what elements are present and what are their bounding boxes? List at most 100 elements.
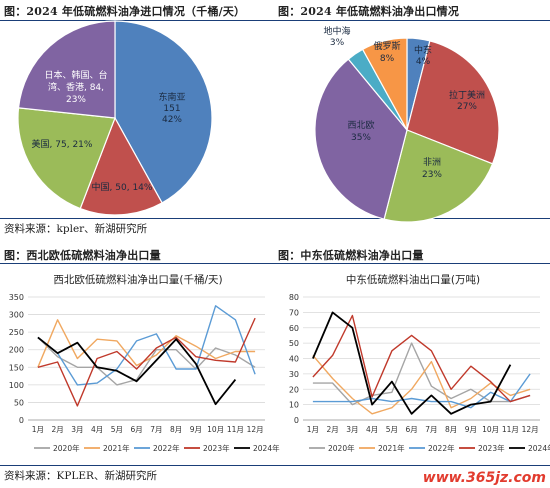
- pie2-label-af-pct: 23%: [422, 170, 442, 180]
- figure-title-me-export: 图：中东低硫燃料油净出口量: [278, 249, 424, 262]
- line4-ytick-8: 80: [289, 293, 299, 302]
- line3-ytick-3: 150: [9, 363, 24, 372]
- line3-ytick-6: 300: [9, 311, 24, 320]
- source-note-bottom: 资料来源：KPLER、新湖研究所: [4, 470, 157, 482]
- pie2-label-la-name: 拉丁美洲: [449, 89, 485, 101]
- pie1-label-jk-2: 湾、香港, 84,: [48, 81, 104, 93]
- pie2-slice-3: [314, 58, 408, 220]
- line4-series-4: [312, 311, 512, 415]
- pie2-label-med-name: 地中海: [323, 25, 350, 37]
- line4-legend-label-0: 2020年: [328, 443, 355, 453]
- pie1-label-us: 美国, 75, 21%: [32, 138, 93, 150]
- line4-xtick-2: 3月: [346, 425, 358, 434]
- line4-xtick-8: 9月: [465, 425, 477, 434]
- line3-xtick-10: 11月: [227, 425, 244, 434]
- line3-ytick-4: 200: [9, 346, 24, 355]
- pie1-slice-2: [17, 107, 116, 210]
- pie1-label-sea-value: 151: [163, 104, 180, 114]
- line3-ytick-0: 0: [19, 416, 24, 425]
- line4-ytick-2: 20: [289, 385, 299, 394]
- line4-ytick-4: 40: [289, 355, 299, 364]
- line-chart-me-export: 中东低硫燃料油出口量(万吨) 0 10 20 30 40 50 60 70 80 1月 2月 3月 4月…: [289, 273, 550, 453]
- pie1-label-jk-1: 日本、韩国、台: [44, 69, 107, 81]
- line4-xtick-7: 8月: [445, 425, 457, 434]
- line4-ytick-6: 60: [289, 324, 299, 333]
- line4-xtick-9: 10月: [482, 425, 499, 434]
- pie2-slice-5: [361, 37, 408, 131]
- line3-ytick-1: 50: [14, 398, 24, 407]
- pie1-slice-0: [114, 20, 213, 204]
- line4-series-3: [312, 314, 531, 403]
- figure-title-nwe-export: 图：西北欧低硫燃料油净出口量: [4, 249, 161, 262]
- pie2-label-ru-name: 俄罗斯: [373, 40, 400, 52]
- pie1-slice-3: [17, 20, 116, 119]
- line4-legend-label-2: 2022年: [428, 443, 455, 453]
- line3-xtick-9: 10月: [207, 425, 224, 434]
- line4-xtick-5: 6月: [405, 425, 417, 434]
- pie1-slice-1: [79, 116, 163, 216]
- line3-xtick-5: 6月: [130, 425, 142, 434]
- line3-legend-label-3: 2023年: [203, 443, 230, 453]
- pie2-slice-1: [406, 40, 500, 165]
- top-rule: [0, 20, 550, 21]
- line3-legend-label-4: 2024年: [253, 443, 280, 453]
- line3-series-1: [37, 319, 256, 368]
- line3-series-0: [37, 336, 256, 386]
- mid-rule-a: [0, 218, 550, 219]
- line3-series-2: [37, 305, 256, 386]
- line4-ytick-3: 30: [289, 370, 299, 379]
- line4-legend-label-3: 2023年: [478, 443, 505, 453]
- line3-ytick-7: 350: [9, 293, 24, 302]
- source-note-top: 资料来源：kpler、新湖研究所: [4, 223, 148, 235]
- line4-xtick-1: 2月: [326, 425, 338, 434]
- pie1-label-jk-3: 23%: [66, 95, 86, 105]
- line-chart-nwe-export: 西北欧低硫燃料油净出口量(千桶/天) 0 50 100 150 200 250 300 350…: [9, 273, 280, 453]
- line3-series-3: [37, 317, 256, 407]
- line3-xtick-1: 2月: [51, 425, 63, 434]
- pie-chart-net-export: 中东 4% 拉丁美洲 27% 非洲 23% 西北欧 35% 地中海 3% 俄罗斯…: [314, 25, 500, 223]
- line3-title: 西北欧低硫燃料油净出口量(千桶/天): [53, 273, 222, 286]
- pie2-label-ru-pct: 8%: [380, 54, 395, 64]
- line4-xtick-0: 1月: [307, 425, 319, 434]
- pie-chart-net-import: 东南亚 151 42% 中国, 50, 14% 美国, 75, 21% 日本、韩…: [17, 20, 213, 216]
- pie1-label-sea-pct: 42%: [162, 115, 182, 125]
- pie2-label-med-pct: 3%: [330, 38, 345, 48]
- line4-xtick-10: 11月: [502, 425, 519, 434]
- line3-series-4: [37, 336, 237, 406]
- pie2-label-nwe-name: 西北欧: [347, 119, 374, 131]
- figure-title-net-export: 图：2024 年低硫燃料油净出口情况: [278, 5, 460, 18]
- watermark: www.365jz.com: [422, 470, 546, 486]
- line4-xtick-4: 5月: [386, 425, 398, 434]
- pie2-label-me-pct: 4%: [416, 57, 431, 67]
- pie1-label-sea-name: 东南亚: [158, 91, 185, 103]
- line4-xtick-6: 7月: [425, 425, 437, 434]
- line3-xtick-6: 7月: [150, 425, 162, 434]
- pie2-label-me-name: 中东: [414, 44, 432, 56]
- figure-title-net-import: 图：2024 年低硫燃料油净进口情况（千桶/天）: [4, 5, 246, 18]
- line3-xtick-4: 5月: [111, 425, 123, 434]
- pie2-label-la-pct: 27%: [457, 102, 477, 112]
- pie1-label-china: 中国, 50, 14%: [92, 181, 153, 193]
- line4-ytick-5: 50: [289, 339, 299, 348]
- line4-ytick-1: 10: [289, 401, 299, 410]
- line3-xtick-0: 1月: [32, 425, 44, 434]
- bottom-rule: [0, 465, 550, 466]
- line4-xtick-3: 4月: [366, 425, 378, 434]
- line3-legend-label-2: 2022年: [153, 443, 180, 453]
- line3-xtick-2: 3月: [71, 425, 83, 434]
- line3-xtick-11: 12月: [247, 425, 264, 434]
- pie2-slice-2: [383, 129, 494, 223]
- pie2-label-nwe-pct: 35%: [351, 133, 371, 143]
- line3-xtick-3: 4月: [91, 425, 103, 434]
- line3-ytick-2: 100: [9, 381, 24, 390]
- line4-legend-label-1: 2021年: [378, 443, 405, 453]
- line3-ytick-5: 250: [9, 328, 24, 337]
- line3-legend-label-1: 2021年: [103, 443, 130, 453]
- line4-legend-label-4: 2024年: [528, 443, 550, 453]
- line3-xtick-8: 9月: [190, 425, 202, 434]
- line3-legend-label-0: 2020年: [53, 443, 80, 453]
- line4-ytick-7: 70: [289, 308, 299, 317]
- line4-title: 中东低硫燃料油出口量(万吨): [346, 273, 480, 286]
- line4-ytick-0: 0: [294, 416, 299, 425]
- line4-xtick-11: 12月: [522, 425, 539, 434]
